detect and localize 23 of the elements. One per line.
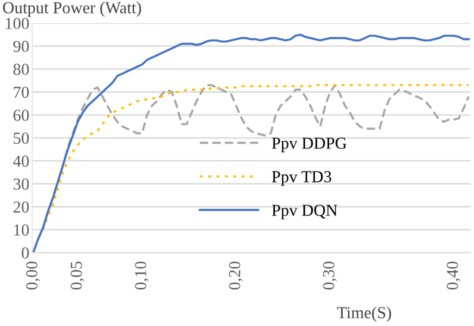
y-tick-label: 90	[13, 40, 29, 52]
y-tick-label: 70	[14, 86, 29, 98]
y-tick-label: 10	[14, 224, 29, 236]
x-tick-label: 0,40	[446, 262, 460, 290]
x-tick-label: 0,10	[135, 262, 149, 290]
y-tick-label: 80	[13, 64, 29, 75]
x-tick-label: 0,20	[229, 262, 243, 290]
y-tick-label: 20	[14, 201, 29, 213]
x-tick-label: 0,00	[26, 262, 40, 290]
y-tick-label: 30	[14, 178, 29, 190]
y-tick-label: 0	[22, 247, 29, 259]
y-axis-title: Output Power (Watt)	[3, 2, 142, 17]
legend-label: Ppv TD3	[272, 171, 332, 186]
y-tick-label: 100	[6, 18, 29, 30]
x-tick-label: 0,05	[70, 262, 84, 290]
y-tick-label: 50	[14, 132, 29, 144]
x-tick-label: 0,30	[323, 262, 337, 290]
y-tick-label: 60	[14, 110, 29, 121]
x-axis-title: Time(S)	[337, 306, 392, 322]
y-tick-label: 40	[13, 156, 29, 167]
legend-label: Ppv DQN	[272, 204, 338, 220]
line-series	[32, 34, 470, 253]
legend-label: Ppv DDPG	[272, 138, 346, 152]
